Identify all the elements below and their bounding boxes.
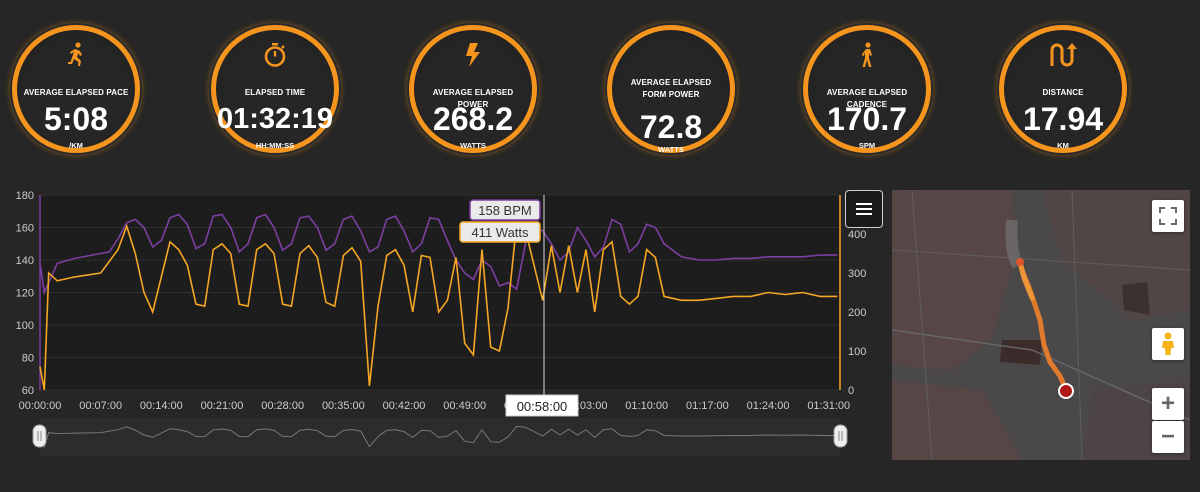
stat-average-form-power: AVERAGE ELAPSED FORM POWER 72.8 WATTS — [607, 25, 735, 154]
walker-icon — [808, 42, 926, 68]
stat-value: 01:32:19 — [216, 103, 334, 135]
x-tick-label: 00:21:00 — [201, 400, 244, 412]
x-tick-label: 01:24:00 — [747, 400, 790, 412]
stat-value: 72.8 — [639, 109, 703, 145]
stat-value: 5:08 — [43, 101, 109, 137]
hamburger-icon-bar — [856, 208, 872, 210]
stat-label: ELAPSED TIME — [244, 88, 306, 97]
route-map[interactable]: + − — [892, 190, 1190, 460]
stat-value: 170.7 — [826, 101, 908, 137]
x-tick-label: 00:35:00 — [322, 400, 365, 412]
stopwatch-icon — [216, 42, 334, 68]
tooltip-power-text: 411 Watts — [471, 225, 529, 240]
hamburger-icon-bar — [856, 213, 872, 215]
y-left-tick-label: 160 — [16, 223, 34, 235]
fullscreen-icon — [1159, 207, 1177, 225]
x-tick-label: 00:42:00 — [383, 400, 426, 412]
x-tick-label: 00:00:00 — [19, 400, 62, 412]
lightning-icon — [414, 42, 532, 68]
stat-label: AVERAGE ELAPSED POWER — [432, 88, 514, 109]
runner-icon — [17, 42, 135, 68]
chart-menu-button[interactable] — [845, 190, 883, 228]
stat-value: 17.94 — [1022, 101, 1104, 137]
fullscreen-button[interactable] — [1152, 200, 1184, 232]
stat-distance: DISTANCE 17.94 KM — [999, 25, 1127, 153]
route-end-marker — [1058, 383, 1074, 399]
tooltip-power: 411 Watts — [459, 221, 541, 243]
stat-elapsed-time: ELAPSED TIME 01:32:19 HH:MM:SS — [211, 25, 339, 153]
y-right-tick-label: 100 — [848, 346, 866, 358]
stat-label: AVERAGE ELAPSED FORM POWER — [630, 78, 712, 99]
navigator-series — [39, 425, 838, 448]
stat-label: DISTANCE — [1042, 88, 1084, 97]
chart-svg[interactable]: 60 80 100 120 140 160 180 0 100 200 300 400 00:00:… — [0, 185, 880, 465]
stat-unit: WATTS — [460, 141, 486, 150]
y-left-tick-label: 140 — [16, 255, 34, 267]
y-right-tick-label: 300 — [848, 268, 866, 280]
navigator-handle-left[interactable] — [32, 424, 47, 448]
pegman-icon — [1162, 332, 1174, 355]
stat-unit: WATTS — [658, 145, 684, 154]
x-tick-label: 01:31:00 — [807, 400, 850, 412]
y-right-tick-label: 400 — [848, 229, 866, 241]
zoom-in-button[interactable]: + — [1152, 388, 1184, 420]
map-canvas[interactable] — [892, 190, 1190, 460]
y-right-tick-label: 200 — [848, 307, 866, 319]
y-left-tick-label: 80 — [22, 353, 34, 365]
x-tick-label: 00:14:00 — [140, 400, 183, 412]
crosshair-label: 00:58:00 — [505, 394, 579, 417]
x-tick-label: 00:28:00 — [261, 400, 304, 412]
street-view-pegman[interactable] — [1152, 328, 1184, 360]
crosshair-time: 00:58:00 — [517, 399, 568, 414]
stat-value: 268.2 — [432, 101, 514, 137]
route-start-marker — [1016, 258, 1024, 266]
y-left-tick-label: 60 — [22, 385, 34, 397]
route-icon — [1004, 42, 1122, 68]
stat-label: AVERAGE ELAPSED CADENCE — [826, 88, 908, 109]
stat-label: AVERAGE ELAPSED PACE — [23, 88, 129, 97]
tooltip-heart-rate: 158 BPM — [469, 199, 541, 221]
stat-unit: KM — [1057, 141, 1069, 150]
x-tick-label: 01:17:00 — [686, 400, 729, 412]
power-series — [39, 220, 838, 391]
navigator-handle-right[interactable] — [833, 424, 848, 448]
heart-rate-series — [39, 213, 838, 296]
y-left-tick-label: 180 — [16, 190, 34, 202]
y-left-tick-label: 120 — [16, 288, 34, 300]
hamburger-icon — [856, 203, 872, 205]
tooltip-hr-text: 158 BPM — [478, 203, 531, 218]
zoom-out-button[interactable]: − — [1152, 421, 1184, 453]
stat-unit: HH:MM:SS — [255, 141, 295, 150]
stat-unit: SPM — [858, 141, 876, 150]
stat-average-pace: AVERAGE ELAPSED PACE 5:08 /KM — [12, 25, 140, 153]
stat-unit: /KM — [69, 141, 83, 150]
y-left-tick-label: 100 — [16, 320, 34, 332]
zoom-out-label: − — [1160, 423, 1175, 450]
zoom-in-label: + — [1160, 390, 1175, 417]
y-right-tick-label: 0 — [848, 385, 854, 397]
stat-average-cadence: AVERAGE ELAPSED CADENCE 170.7 SPM — [803, 25, 931, 153]
x-tick-label: 00:49:00 — [443, 400, 486, 412]
hr-power-chart[interactable]: 60 80 100 120 140 160 180 0 100 200 300 400 00:00:… — [0, 185, 880, 465]
x-tick-label: 00:07:00 — [79, 400, 122, 412]
stat-average-power: AVERAGE ELAPSED POWER 268.2 WATTS — [409, 25, 537, 153]
x-tick-label: 01:10:00 — [625, 400, 668, 412]
